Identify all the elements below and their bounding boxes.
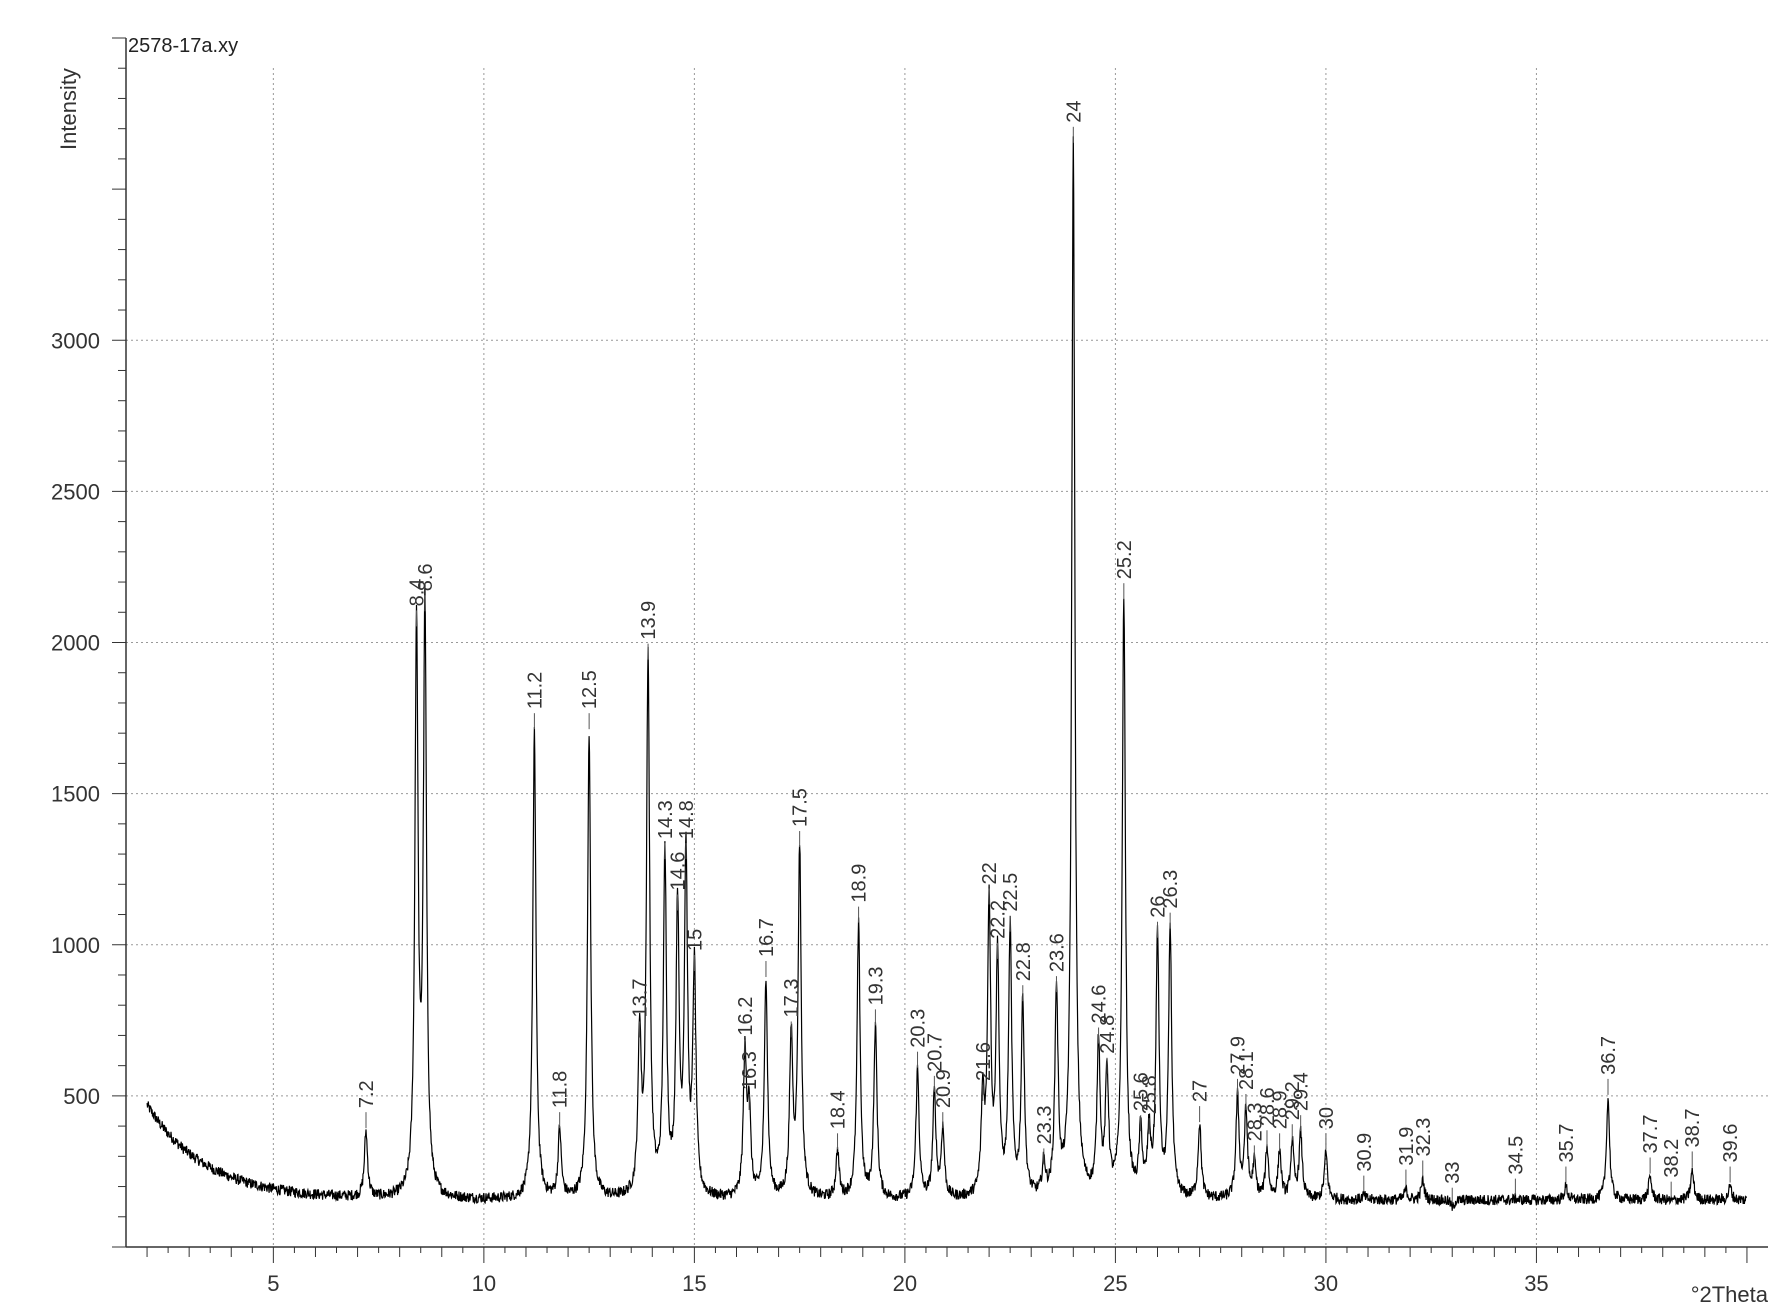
peak-label: 25.2	[1114, 540, 1136, 579]
x-tick-label: 15	[682, 1271, 706, 1296]
peak-label: 31.9	[1396, 1127, 1418, 1166]
peak-label: 29.4	[1291, 1072, 1313, 1111]
peak-label: 28.3	[1244, 1102, 1266, 1141]
peak-label: 11.2	[524, 672, 546, 709]
series	[146, 136, 1748, 1211]
peak-label: 19.3	[865, 966, 887, 1005]
peak-label: 21.6	[973, 1042, 995, 1081]
peak-label: 13.7	[630, 979, 652, 1018]
y-tick-label: 1500	[51, 782, 100, 807]
x-axis-title: °2Theta	[1691, 1282, 1769, 1307]
peak-label: 18.4	[828, 1090, 850, 1129]
peak-label: 16.3	[739, 1051, 761, 1090]
peak-label: 16.7	[756, 918, 778, 957]
peak-label: 39.6	[1720, 1124, 1742, 1163]
peak-label: 28.9	[1270, 1090, 1292, 1129]
peak-label: 27.9	[1228, 1036, 1250, 1075]
x-tick-label: 20	[893, 1271, 917, 1296]
y-tick-label: 2500	[51, 479, 100, 504]
peak-label: 20.9	[933, 1069, 955, 1108]
x-tick-label: 5	[267, 1271, 279, 1296]
peak-label: 8.4	[407, 579, 429, 607]
peak-label: 22.5	[1000, 873, 1022, 912]
ticks: 5 10 15 20 25 30 35 500 1000 1500 2000 2500 3000	[51, 37, 1748, 1296]
peak-label: 27	[1190, 1080, 1212, 1102]
y-tick-label: 500	[63, 1084, 100, 1109]
peak-label: 12.5	[579, 670, 601, 709]
peak-label: 30.9	[1354, 1133, 1376, 1172]
peak-label: 14.8	[676, 800, 698, 839]
peak-label: 26	[1148, 895, 1170, 917]
peak-label: 8.6	[415, 563, 437, 591]
peak-labels: 7.2 8.48.6 11.2 11.8 12.5 13.7 13.9 14.3 14.6 14.…	[356, 101, 1742, 1204]
x-tick-label: 30	[1314, 1271, 1338, 1296]
file-label: 2578-17a.xy	[128, 35, 238, 57]
peak-label: 24.8	[1097, 1015, 1119, 1054]
peak-label: 11.8	[550, 1071, 572, 1108]
y-tick-label: 3000	[51, 328, 100, 353]
peak-label: 25.8	[1139, 1075, 1161, 1114]
peak-label: 33	[1442, 1161, 1464, 1183]
peak-label: 26.3	[1160, 870, 1182, 909]
x-tick-label: 35	[1524, 1271, 1548, 1296]
peak-label: 13.9	[638, 601, 660, 640]
peak-label: 36.7	[1598, 1036, 1620, 1075]
peak-label: 16.2	[735, 997, 757, 1036]
peak-label: 15	[684, 929, 706, 951]
peak-label: 22.8	[1013, 942, 1035, 981]
grid-lines	[126, 68, 1768, 1247]
peak-label: 38.7	[1682, 1109, 1704, 1148]
peak-label: 37.7	[1640, 1115, 1662, 1154]
y-axis-title: Intensity	[56, 68, 81, 150]
peak-label: 38.2	[1661, 1139, 1683, 1178]
peak-label: 24.6	[1089, 985, 1111, 1024]
y-tick-label: 1000	[51, 933, 100, 958]
peak-label: 32.3	[1413, 1118, 1435, 1157]
peak-label: 24	[1063, 101, 1085, 123]
y-tick-label: 2000	[51, 631, 100, 656]
peak-label: 14.3	[655, 800, 677, 839]
peak-label: 35.7	[1556, 1124, 1578, 1163]
peak-label: 30	[1316, 1107, 1338, 1129]
peak-label: 17.5	[790, 788, 812, 827]
peak-label: 20.7	[924, 1033, 946, 1072]
peak-label: 28.1	[1236, 1051, 1258, 1090]
peak-label: 34.5	[1505, 1136, 1527, 1175]
peak-label: 29.2	[1282, 1081, 1304, 1120]
x-tick-label: 25	[1103, 1271, 1127, 1296]
peak-label: 17.3	[781, 979, 803, 1018]
x-tick-label: 10	[472, 1271, 496, 1296]
peak-label: 20.3	[908, 1009, 930, 1048]
peak-label: 22.2	[988, 900, 1010, 939]
peak-label: 14.6	[668, 852, 690, 891]
peak-label: 18.9	[849, 864, 871, 903]
peak-label: 25.6	[1131, 1072, 1153, 1111]
peak-label: 7.2	[356, 1080, 378, 1108]
peak-label: 23.6	[1046, 933, 1068, 972]
peak-label: 28.6	[1257, 1087, 1279, 1126]
peak-label: 23.3	[1034, 1105, 1056, 1144]
peak-label: 22	[979, 862, 1001, 884]
diffraction-trace	[146, 136, 1748, 1211]
